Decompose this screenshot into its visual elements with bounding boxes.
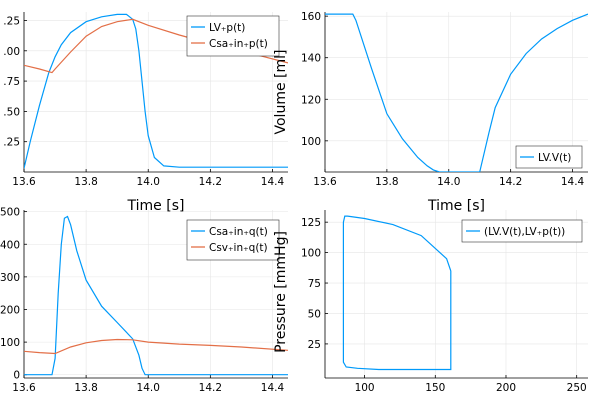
x-tick-label: 13.8	[375, 176, 398, 188]
x-tick-label: 14.2	[499, 176, 522, 188]
panel-top-left: 13.6 13.8 14.0 14.2 14.4 .25 .50 .75 .00 .25 LV₊p(…	[3, 12, 288, 214]
legend-label: Csa₊in₊q(t)	[209, 226, 268, 238]
y-tick-label: 500	[0, 207, 20, 219]
y-axis-label: Pressure [mmHg]	[273, 231, 289, 353]
x-axis-label: Time [s]	[127, 198, 185, 214]
panel-bottom-right: 100 150 200 250 25 50 75 100 125 (LV.V(t),LV₊p(t)…	[273, 210, 588, 394]
x-tick-label: 14.2	[199, 176, 222, 188]
series-line-0	[325, 13, 588, 172]
y-tick-label: 400	[0, 239, 20, 251]
x-tick-label: 150	[425, 382, 445, 394]
y-tick-label: 100	[301, 136, 321, 148]
x-tick-label: 14.0	[137, 382, 160, 394]
y-tick-label: 25	[308, 339, 321, 351]
panel-top-right: 13.6 13.8 14.0 14.2 14.4 100 120 140 160 LV.V(t) T…	[273, 11, 588, 214]
legend-label: LV.V(t)	[538, 152, 571, 164]
legend-box	[515, 145, 583, 169]
legend-label: (LV.V(t),LV₊p(t))	[484, 226, 565, 238]
x-tick-label: 13.8	[74, 176, 97, 188]
y-tick-label: 50	[308, 308, 321, 320]
x-tick-label: 13.8	[74, 382, 97, 394]
x-tick-label: 250	[567, 382, 587, 394]
x-tick-label: 14.2	[199, 382, 222, 394]
x-tick-label: 14.4	[261, 176, 285, 188]
y-tick-label: 100	[301, 248, 321, 260]
x-tick-label: 13.6	[12, 176, 36, 188]
y-tick-label: 160	[301, 11, 321, 23]
legend-label: Csa₊in₊p(t)	[209, 38, 268, 50]
y-tick-label: 140	[301, 53, 321, 65]
y-tick-label: 200	[0, 304, 20, 316]
x-tick-label: 13.6	[12, 382, 36, 394]
series-line-1	[24, 338, 288, 355]
x-tick-label: 14.0	[437, 176, 460, 188]
x-tick-label: 14.0	[137, 176, 160, 188]
y-axis-label: Volume [ml]	[273, 50, 289, 135]
y-tick-label: 125	[301, 217, 321, 229]
legend-label: LV₊p(t)	[209, 22, 245, 34]
legend-box	[461, 219, 583, 243]
x-tick-label: 200	[496, 382, 516, 394]
y-tick-label: 0	[13, 370, 20, 382]
panel-bottom-left: 13.6 13.8 14.0 14.2 14.4 0 100 200 300 400 500 Csa₊…	[0, 207, 288, 394]
x-tick-label: 14.4	[561, 176, 585, 188]
legend-label: Csv₊in₊q(t)	[209, 242, 268, 254]
y-tick-label: 75	[308, 278, 321, 290]
y-tick-label: .50	[3, 106, 20, 118]
x-tick-label: 100	[355, 382, 375, 394]
x-tick-label: 13.6	[313, 176, 337, 188]
series-line-0	[24, 215, 288, 376]
y-tick-label: 100	[0, 337, 20, 349]
y-tick-label: 120	[301, 94, 321, 106]
y-tick-label: .25	[3, 15, 20, 27]
legend-box	[186, 15, 280, 57]
series-line-0	[342, 215, 452, 371]
y-tick-label: .75	[3, 76, 20, 88]
y-tick-label: 300	[0, 272, 20, 284]
y-tick-label: .00	[3, 46, 20, 58]
x-axis-label: Time [s]	[427, 198, 485, 214]
y-tick-label: .25	[3, 137, 20, 149]
x-tick-label: 14.4	[261, 382, 285, 394]
legend-box	[186, 219, 280, 261]
